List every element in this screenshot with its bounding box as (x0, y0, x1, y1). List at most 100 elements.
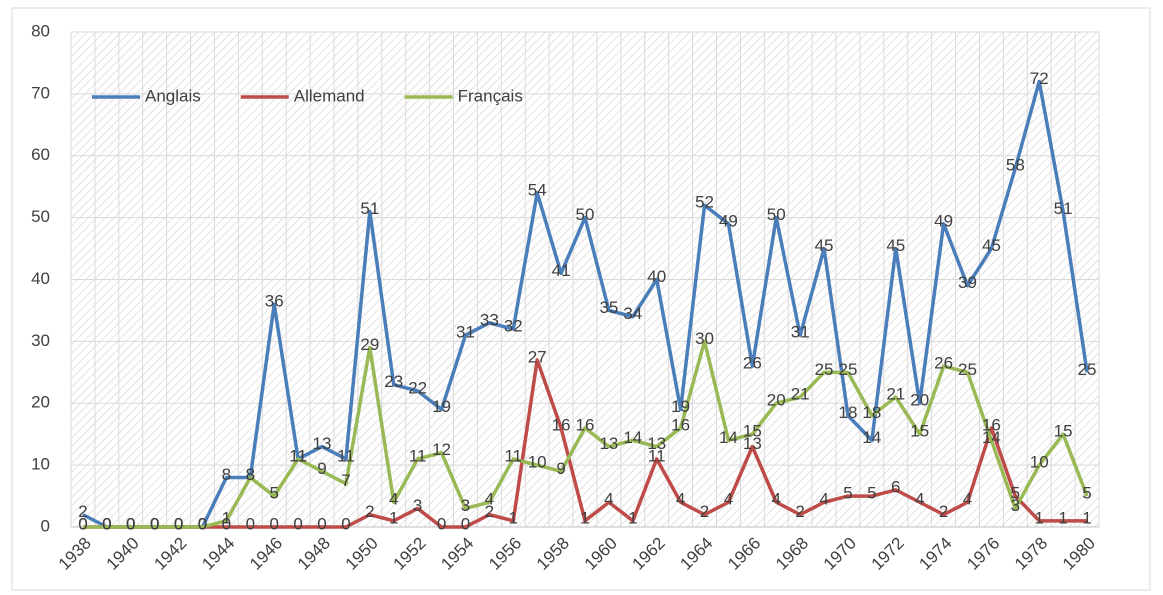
data-label: 52 (695, 193, 714, 212)
data-label: 1 (222, 508, 231, 527)
data-label: 41 (552, 261, 571, 280)
data-label: 14 (862, 428, 881, 447)
data-label: 15 (1054, 422, 1073, 441)
data-label: 19 (432, 397, 451, 416)
data-label: 26 (934, 354, 953, 373)
data-label: 10 (1030, 453, 1049, 472)
data-label: 45 (815, 236, 834, 255)
data-label: 45 (886, 236, 905, 255)
y-tick-label: 30 (31, 331, 50, 350)
data-label: 72 (1030, 69, 1049, 88)
data-label: 32 (504, 316, 523, 335)
data-label: 2 (700, 502, 709, 521)
data-label: 21 (886, 385, 905, 404)
data-label: 4 (724, 490, 733, 509)
legend-label: Anglais (145, 86, 201, 105)
data-label: 13 (743, 434, 762, 453)
y-tick-label: 40 (31, 269, 50, 288)
data-label: 21 (791, 385, 810, 404)
y-tick-label: 10 (31, 455, 50, 474)
data-label: 34 (623, 304, 642, 323)
data-label: 0 (102, 514, 111, 533)
data-label: 11 (409, 446, 427, 465)
data-label: 13 (599, 434, 618, 453)
data-label: 25 (839, 360, 858, 379)
data-label: 0 (78, 514, 87, 533)
y-tick-label: 0 (41, 516, 50, 535)
data-label: 3 (413, 496, 422, 515)
data-label: 3 (461, 496, 470, 515)
data-label: 0 (174, 514, 183, 533)
data-label: 1 (1058, 508, 1067, 527)
data-label: 0 (246, 514, 255, 533)
data-label: 36 (265, 292, 284, 311)
data-label: 0 (150, 514, 159, 533)
data-label: 31 (456, 323, 475, 342)
data-label: 1 (509, 508, 518, 527)
y-tick-label: 80 (31, 21, 50, 40)
data-label: 25 (1078, 360, 1097, 379)
data-label: 51 (360, 199, 379, 218)
data-label: 31 (791, 323, 810, 342)
data-label: 1 (389, 508, 398, 527)
data-label: 7 (341, 471, 350, 490)
data-label: 26 (743, 354, 762, 373)
data-label: 1 (580, 508, 589, 527)
data-label: 4 (915, 490, 924, 509)
legend-label: Français (458, 86, 523, 105)
data-label: 2 (365, 502, 374, 521)
data-label: 0 (317, 514, 326, 533)
data-label: 3 (1011, 496, 1020, 515)
data-label: 50 (767, 205, 786, 224)
data-label: 45 (982, 236, 1001, 255)
data-label: 13 (647, 434, 666, 453)
data-label: 4 (604, 490, 613, 509)
data-label: 16 (671, 415, 690, 434)
data-label: 5 (843, 484, 852, 503)
data-label: 0 (341, 514, 350, 533)
data-label: 20 (767, 391, 786, 410)
data-label: 4 (389, 490, 398, 509)
data-label: 54 (528, 180, 547, 199)
data-label: 0 (150, 514, 159, 533)
data-label: 25 (815, 360, 834, 379)
data-label: 29 (360, 335, 379, 354)
data-label: 4 (772, 490, 781, 509)
data-label: 0 (198, 514, 207, 533)
data-label: 23 (384, 372, 403, 391)
data-label: 11 (504, 446, 522, 465)
series-line (82, 339, 1089, 529)
data-label: 0 (102, 514, 111, 533)
data-label: 16 (576, 415, 595, 434)
data-label: 0 (198, 514, 207, 533)
data-label: 16 (982, 415, 1001, 434)
y-tick-label: 70 (31, 83, 50, 102)
data-label: 49 (719, 211, 738, 230)
data-label: 18 (839, 403, 858, 422)
y-tick-label: 60 (31, 145, 50, 164)
data-label: 8 (246, 465, 255, 484)
data-label: 4 (819, 490, 828, 509)
data-label: 50 (576, 205, 595, 224)
data-label: 49 (934, 211, 953, 230)
data-label: 14 (719, 428, 738, 447)
legend-label: Allemand (294, 86, 365, 105)
data-label: 25 (958, 360, 977, 379)
series-line (82, 358, 1088, 529)
data-label: 4 (485, 490, 494, 509)
data-label: 0 (102, 514, 111, 533)
data-label: 18 (862, 403, 881, 422)
data-label: 30 (695, 329, 714, 348)
data-label: 13 (313, 434, 332, 453)
data-label: 2 (795, 502, 804, 521)
data-label: 11 (289, 446, 307, 465)
data-label: 0 (78, 514, 87, 533)
data-label: 16 (552, 415, 571, 434)
data-label: 51 (1054, 199, 1073, 218)
data-label: 0 (293, 514, 302, 533)
data-label: 14 (982, 428, 1001, 447)
data-label: 9 (556, 459, 565, 478)
y-tick-label: 50 (31, 207, 50, 226)
y-tick-label: 20 (31, 393, 50, 412)
data-label: 12 (432, 440, 451, 459)
